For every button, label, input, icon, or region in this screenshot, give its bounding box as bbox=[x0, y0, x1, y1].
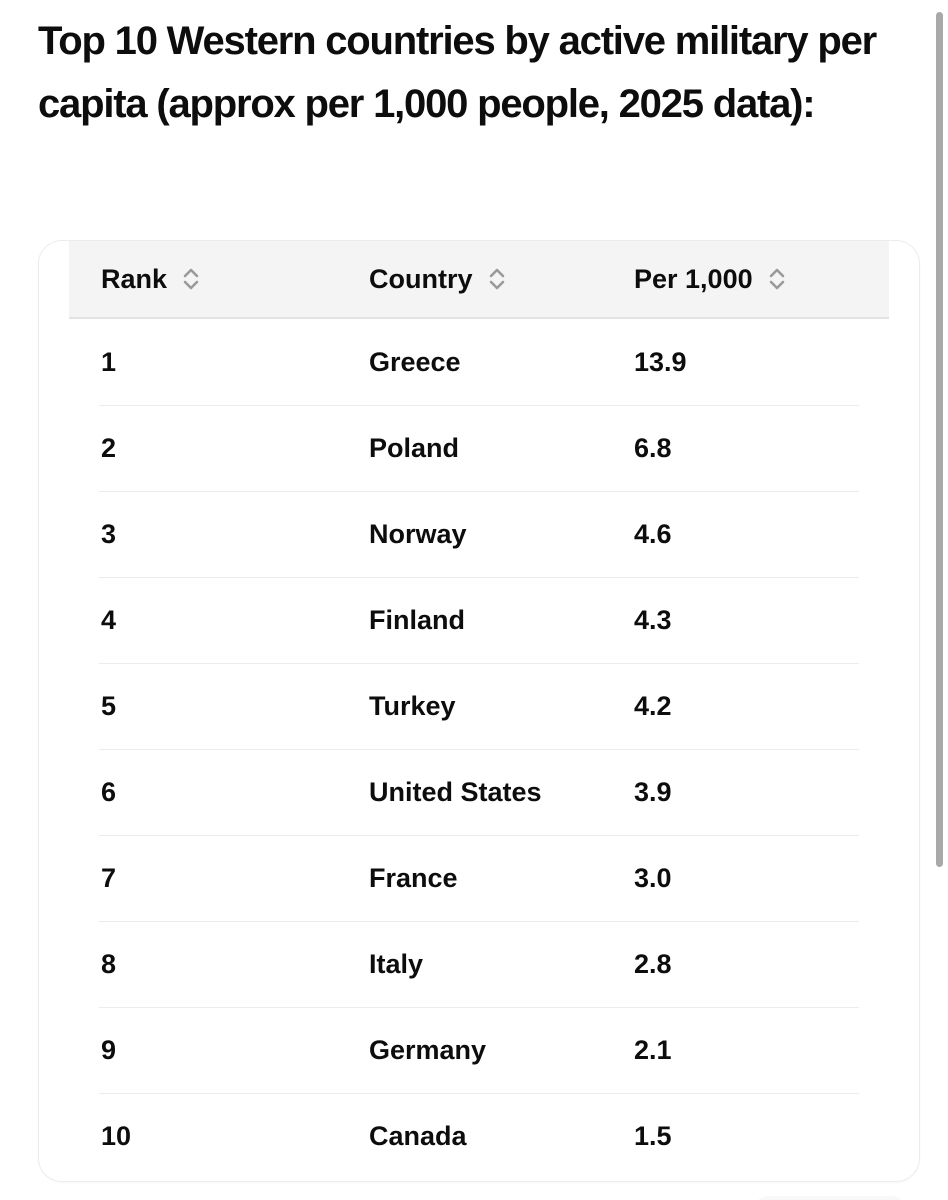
cell-country: Poland bbox=[369, 432, 460, 463]
cell-country: Finland bbox=[369, 604, 465, 635]
table-body: 1 Greece 13.9 2 Poland 6.8 3 Norway 4.6 … bbox=[69, 319, 889, 1179]
table-row: 8 Italy 2.8 bbox=[69, 921, 889, 1007]
cell-country: Canada bbox=[369, 1120, 467, 1151]
table-row: 4 Finland 4.3 bbox=[69, 577, 889, 663]
table-row: 6 United States 3.9 bbox=[69, 749, 889, 835]
cell-country: Turkey bbox=[369, 690, 456, 721]
data-table-card: Rank Country Per 1,000 1 Greece bbox=[38, 240, 920, 1182]
cell-per-1000: 2.8 bbox=[634, 948, 672, 979]
cell-rank: 2 bbox=[101, 432, 117, 463]
cell-country: France bbox=[369, 862, 458, 893]
cell-rank: 8 bbox=[101, 948, 117, 979]
column-header-label: Rank bbox=[101, 263, 168, 294]
cell-per-1000: 1.5 bbox=[634, 1120, 672, 1151]
sort-chevrons-icon[interactable] bbox=[487, 268, 507, 290]
cell-rank: 9 bbox=[101, 1034, 117, 1065]
cell-per-1000: 4.6 bbox=[634, 518, 672, 549]
table-row: 1 Greece 13.9 bbox=[69, 319, 889, 405]
cell-country: Greece bbox=[369, 346, 461, 377]
cell-per-1000: 4.2 bbox=[634, 690, 672, 721]
cell-per-1000: 3.0 bbox=[634, 862, 672, 893]
cell-rank: 5 bbox=[101, 690, 117, 721]
cell-rank: 6 bbox=[101, 776, 117, 807]
cell-rank: 7 bbox=[101, 862, 117, 893]
table-row: 2 Poland 6.8 bbox=[69, 405, 889, 491]
table-row: 5 Turkey 4.2 bbox=[69, 663, 889, 749]
cell-country: Germany bbox=[369, 1034, 487, 1065]
scroll-to-bottom-button[interactable] bbox=[752, 1196, 908, 1200]
cell-per-1000: 4.3 bbox=[634, 604, 672, 635]
cell-country: Norway bbox=[369, 518, 467, 549]
table-header-row: Rank Country Per 1,000 bbox=[69, 241, 889, 319]
column-header-per-1-000[interactable]: Per 1,000 bbox=[634, 264, 857, 295]
table-row: 10 Canada 1.5 bbox=[69, 1093, 889, 1179]
sort-chevrons-icon[interactable] bbox=[181, 268, 201, 290]
column-header-country[interactable]: Country bbox=[369, 264, 634, 295]
cell-per-1000: 3.9 bbox=[634, 776, 672, 807]
table-row: 3 Norway 4.6 bbox=[69, 491, 889, 577]
column-header-rank[interactable]: Rank bbox=[101, 264, 369, 295]
cell-country: United States bbox=[369, 776, 542, 807]
cell-per-1000: 13.9 bbox=[634, 346, 687, 377]
cell-rank: 3 bbox=[101, 518, 117, 549]
page-title: Top 10 Western countries by active milit… bbox=[38, 19, 877, 126]
cell-per-1000: 6.8 bbox=[634, 432, 672, 463]
cell-rank: 4 bbox=[101, 604, 117, 635]
table-row: 9 Germany 2.1 bbox=[69, 1007, 889, 1093]
table-row: 7 France 3.0 bbox=[69, 835, 889, 921]
column-header-label: Per 1,000 bbox=[634, 263, 753, 294]
cell-rank: 10 bbox=[101, 1120, 132, 1151]
cell-rank: 1 bbox=[101, 346, 117, 377]
cell-per-1000: 2.1 bbox=[634, 1034, 672, 1065]
cell-country: Italy bbox=[369, 948, 424, 979]
scrollbar-thumb[interactable] bbox=[936, 12, 943, 867]
column-header-label: Country bbox=[369, 263, 473, 294]
sort-chevrons-icon[interactable] bbox=[767, 268, 787, 290]
